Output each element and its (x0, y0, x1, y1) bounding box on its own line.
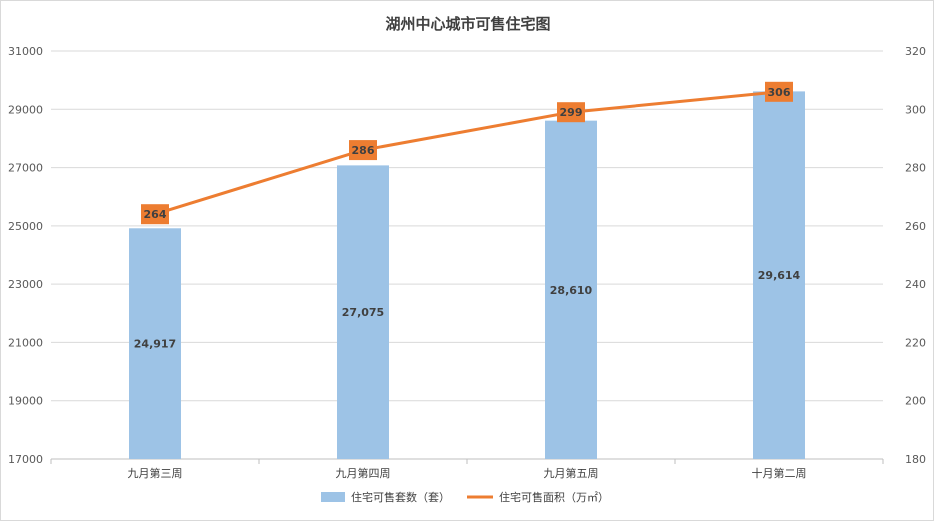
x-axis: 九月第三周 九月第四周 九月第五周 十月第二周 (50, 459, 884, 480)
bar (753, 91, 805, 459)
bar-series: 24,917 27,075 28,610 29,614 (129, 91, 805, 459)
line-point-marker (557, 102, 585, 123)
line-point-marker (349, 140, 377, 161)
right-tick-label: 260 (905, 220, 926, 233)
right-tick-label: 220 (905, 336, 926, 349)
line-series: 264 286 299 306 (141, 81, 793, 225)
x-category-label: 九月第四周 (336, 466, 391, 480)
right-y-axis: 180 200 220 240 260 280 300 320 (905, 45, 926, 466)
left-y-axis: 17000 19000 21000 23000 25000 27000 29000 31000 (8, 45, 43, 466)
x-category-label: 九月第五周 (544, 466, 599, 480)
bar-value-label: 27,075 (342, 306, 384, 319)
left-tick-label: 25000 (8, 220, 43, 233)
legend: 住宅可售套数（套） 住宅可售面积（万㎡） (321, 490, 609, 504)
area-line (154, 90, 780, 216)
right-tick-label: 320 (905, 45, 926, 58)
bar-value-label: 24,917 (134, 338, 176, 351)
line-value-label: 299 (560, 106, 583, 119)
left-tick-label: 19000 (8, 395, 43, 408)
bar (337, 165, 389, 459)
left-tick-label: 31000 (8, 45, 43, 58)
left-tick-label: 21000 (8, 336, 43, 349)
line-value-label: 264 (144, 208, 167, 221)
left-tick-label: 29000 (8, 103, 43, 116)
line-value-label: 306 (768, 86, 791, 99)
left-tick-label: 17000 (8, 453, 43, 466)
right-tick-label: 280 (905, 162, 926, 175)
right-tick-label: 180 (905, 453, 926, 466)
bar-value-label: 28,610 (550, 284, 593, 297)
right-tick-label: 300 (905, 103, 926, 116)
x-category-label: 十月第二周 (752, 466, 807, 480)
x-category-label: 九月第三周 (128, 466, 183, 480)
legend-swatch-bar (321, 492, 345, 502)
legend-label-bar: 住宅可售套数（套） (351, 490, 450, 504)
legend-label-line: 住宅可售面积（万㎡） (499, 490, 609, 504)
gridlines (51, 50, 883, 460)
right-tick-label: 240 (905, 278, 926, 291)
left-tick-label: 27000 (8, 162, 43, 175)
line-point-marker (765, 81, 793, 102)
left-tick-label: 23000 (8, 278, 43, 291)
bar-value-label: 29,614 (758, 269, 801, 282)
line-value-label: 286 (352, 144, 375, 157)
line-point-marker (141, 204, 169, 225)
right-tick-label: 200 (905, 395, 926, 408)
bar (545, 120, 597, 459)
chart-title: 湖州中心城市可售住宅图 (385, 15, 550, 33)
bar (129, 228, 181, 459)
